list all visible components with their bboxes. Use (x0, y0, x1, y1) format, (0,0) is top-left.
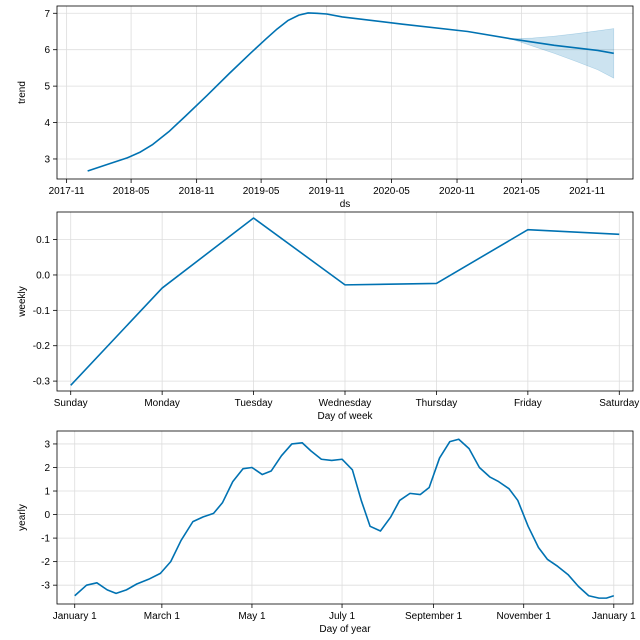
x-axis-label: ds (340, 199, 351, 210)
yearly-axes-frame (56, 430, 634, 605)
x-tick-label: Friday (514, 398, 542, 409)
uncertainty-band (510, 28, 615, 79)
x-axis-label: Day of year (319, 624, 371, 635)
x-tick-label: 2019-11 (309, 186, 345, 197)
y-tick-label: -1 (41, 534, 50, 545)
y-tick-label: -0.2 (33, 341, 51, 352)
y-axis-label: yearly (17, 504, 28, 531)
y-tick-label: 0 (44, 510, 50, 521)
yearly-panel: January 1 March 1 May 1 July 1 September 1 No… (17, 430, 636, 635)
x-tick-label: March 1 (144, 611, 181, 622)
weekly-panel: Sunday Monday Tuesday Wednesday Thursday Frid… (17, 211, 639, 422)
x-axis-label: Day of week (317, 411, 373, 422)
y-tick-label: -3 (41, 581, 50, 592)
y-tick-label: 2 (44, 463, 50, 474)
weekly-series-line (70, 217, 620, 386)
x-tick-label: November 1 (496, 611, 551, 622)
x-tick-label: 2021-05 (503, 186, 540, 197)
trend-series-line (87, 12, 614, 172)
y-tick-label: -0.3 (33, 377, 51, 388)
y-tick-label: 6 (44, 45, 50, 56)
x-tick-label: July 1 (329, 611, 356, 622)
x-tick-label: Sunday (54, 398, 88, 409)
x-tick-label: Tuesday (235, 398, 273, 409)
yearly-series-line (74, 438, 615, 599)
x-tick-label: Wednesday (319, 398, 372, 409)
y-tick-label: 5 (44, 82, 50, 93)
x-tick-label: September 1 (405, 611, 463, 622)
x-tick-label: 2018-11 (179, 186, 215, 197)
x-tick-label: 2019-05 (243, 186, 280, 197)
y-tick-label: 1 (44, 487, 50, 498)
y-tick-label: 4 (44, 118, 50, 129)
y-tick-label: -0.1 (33, 306, 51, 317)
x-tick-label: 2018-05 (113, 186, 150, 197)
x-tick-label: 2017-11 (49, 186, 85, 197)
x-tick-label: Monday (144, 398, 180, 409)
y-tick-label: 0.0 (36, 270, 50, 281)
y-tick-label: 7 (44, 9, 50, 20)
x-tick-label: 2020-11 (439, 186, 475, 197)
x-tick-label: Thursday (416, 398, 458, 409)
x-tick-label: May 1 (238, 611, 266, 622)
y-tick-label: 3 (44, 439, 50, 450)
y-axis-label: weekly (17, 286, 28, 318)
y-axis-label: trend (17, 81, 28, 104)
trend-axes-frame (56, 5, 634, 180)
x-tick-label: 2021-11 (569, 186, 605, 197)
y-tick-label: 3 (44, 154, 50, 165)
y-tick-label: -2 (41, 557, 50, 568)
y-tick-label: 0.1 (36, 235, 50, 246)
trend-panel: 2017-11 2018-05 2018-11 2019-05 2019-11 2020-… (17, 5, 634, 210)
x-tick-label: 2020-05 (373, 186, 410, 197)
x-tick-label: January 1 (53, 611, 97, 622)
x-tick-label: Saturday (599, 398, 639, 409)
x-tick-label: January 1 (592, 611, 636, 622)
